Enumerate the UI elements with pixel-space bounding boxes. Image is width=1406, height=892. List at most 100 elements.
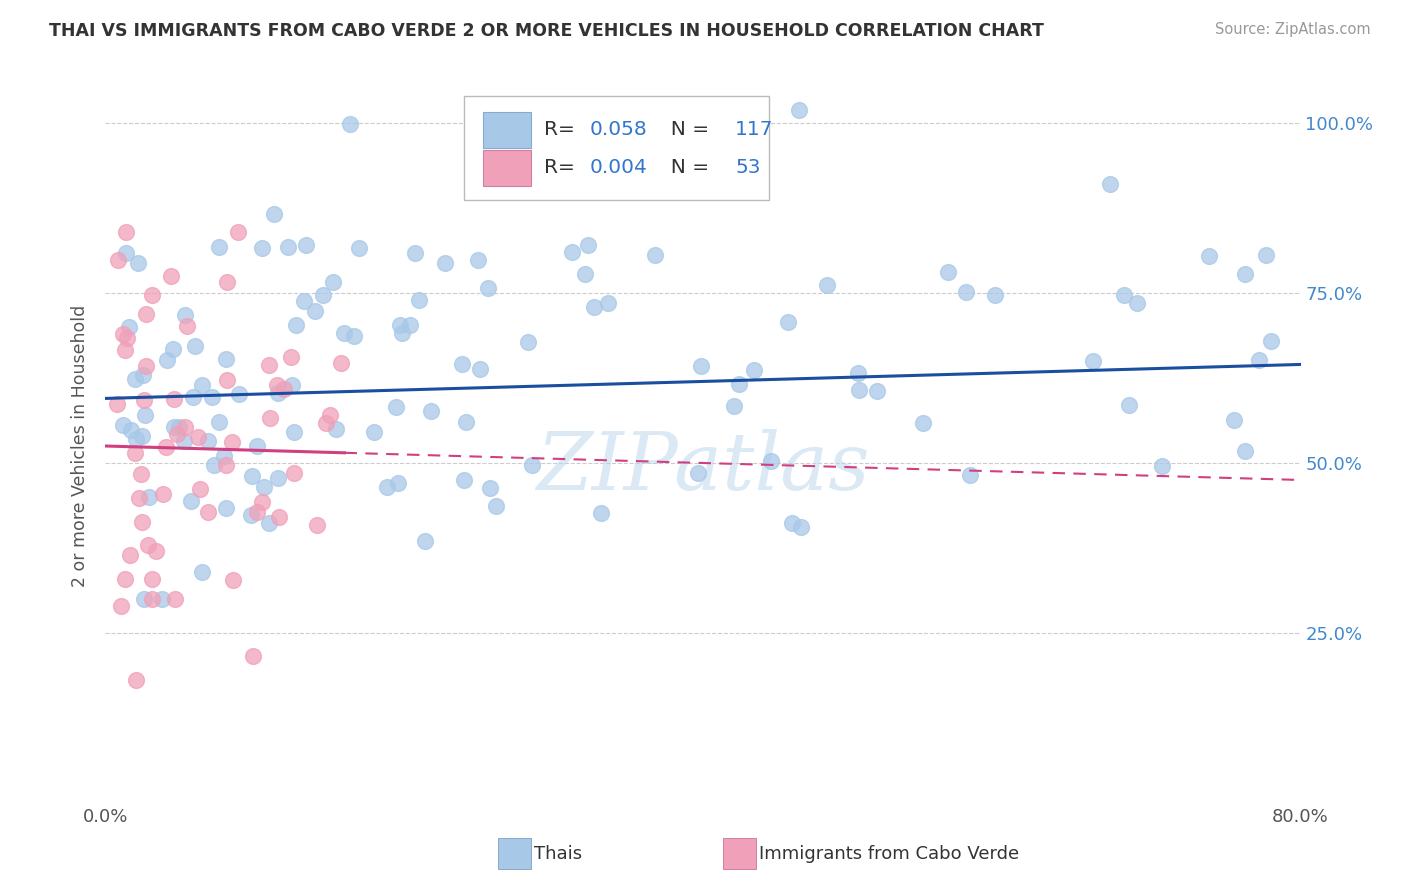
Point [215, 500, 238, 515]
Point [250, 495, 273, 509]
Point [134, 408, 156, 422]
Text: 53: 53 [735, 158, 761, 178]
Point [191, 378, 214, 392]
Point [319, 408, 342, 422]
Point [118, 319, 141, 334]
Point [222, 573, 245, 587]
Point [173, 420, 195, 434]
FancyBboxPatch shape [484, 112, 531, 148]
Point [163, 591, 186, 606]
Point [453, 473, 475, 487]
Point [1114, 287, 1136, 301]
Point [1118, 398, 1140, 412]
Text: R=: R= [544, 120, 581, 139]
Point [131, 429, 153, 443]
Point [202, 458, 225, 472]
Point [163, 392, 186, 407]
Point [846, 366, 869, 380]
Point [156, 353, 179, 368]
Point [478, 481, 501, 495]
Point [208, 240, 231, 254]
FancyBboxPatch shape [498, 838, 531, 869]
Point [114, 343, 136, 357]
Point [176, 318, 198, 333]
Point [517, 334, 540, 349]
Point [413, 534, 436, 549]
Y-axis label: 2 or more Vehicles in Household: 2 or more Vehicles in Household [72, 305, 90, 587]
FancyBboxPatch shape [723, 838, 756, 869]
Point [347, 241, 370, 255]
Point [114, 573, 136, 587]
Point [848, 383, 870, 397]
Point [242, 648, 264, 663]
Text: 0.004: 0.004 [589, 158, 647, 178]
Text: THAI VS IMMIGRANTS FROM CABO VERDE 2 OR MORE VEHICLES IN HOUSEHOLD CORRELATION C: THAI VS IMMIGRANTS FROM CABO VERDE 2 OR … [49, 22, 1045, 40]
Point [152, 487, 174, 501]
Point [214, 449, 236, 463]
Point [391, 326, 413, 341]
Point [433, 256, 456, 270]
Point [145, 544, 167, 558]
Point [197, 505, 219, 519]
Point [281, 378, 304, 392]
Point [160, 268, 183, 283]
Point [141, 288, 163, 302]
Point [377, 480, 399, 494]
Point [325, 422, 347, 436]
Point [1233, 267, 1256, 281]
Point [280, 350, 302, 364]
Point [959, 468, 981, 483]
Point [865, 384, 887, 398]
FancyBboxPatch shape [484, 150, 531, 186]
Point [167, 419, 190, 434]
Point [141, 591, 163, 606]
Point [184, 338, 207, 352]
Point [787, 103, 810, 117]
Point [269, 509, 291, 524]
Point [1260, 334, 1282, 348]
Point [246, 439, 269, 453]
Point [215, 373, 238, 387]
Point [333, 326, 356, 340]
Point [451, 358, 474, 372]
Point [188, 483, 211, 497]
Point [166, 427, 188, 442]
Point [250, 241, 273, 255]
Point [221, 435, 243, 450]
Text: ZIPatlas: ZIPatlas [536, 429, 870, 506]
Point [124, 446, 146, 460]
Point [759, 454, 782, 468]
Point [339, 117, 361, 131]
Point [790, 520, 813, 534]
Point [936, 264, 959, 278]
Point [173, 434, 195, 448]
Point [574, 267, 596, 281]
Point [1234, 444, 1257, 458]
Text: R=: R= [544, 158, 581, 178]
Point [115, 225, 138, 239]
Point [387, 476, 409, 491]
Text: N =: N = [658, 158, 716, 178]
Point [404, 245, 426, 260]
Point [240, 508, 263, 523]
Point [132, 393, 155, 408]
Point [596, 296, 619, 310]
Point [181, 390, 204, 404]
Point [1081, 353, 1104, 368]
Point [561, 244, 583, 259]
FancyBboxPatch shape [464, 96, 769, 200]
Point [363, 425, 385, 439]
Point [138, 490, 160, 504]
Point [398, 318, 420, 332]
Point [1223, 413, 1246, 427]
Point [132, 591, 155, 606]
Point [187, 430, 209, 444]
Point [135, 307, 157, 321]
Point [911, 416, 934, 430]
Point [467, 252, 489, 267]
Text: Immigrants from Cabo Verde: Immigrants from Cabo Verde [759, 845, 1019, 863]
Point [576, 238, 599, 252]
Point [583, 300, 606, 314]
Point [259, 411, 281, 425]
Point [522, 458, 544, 473]
